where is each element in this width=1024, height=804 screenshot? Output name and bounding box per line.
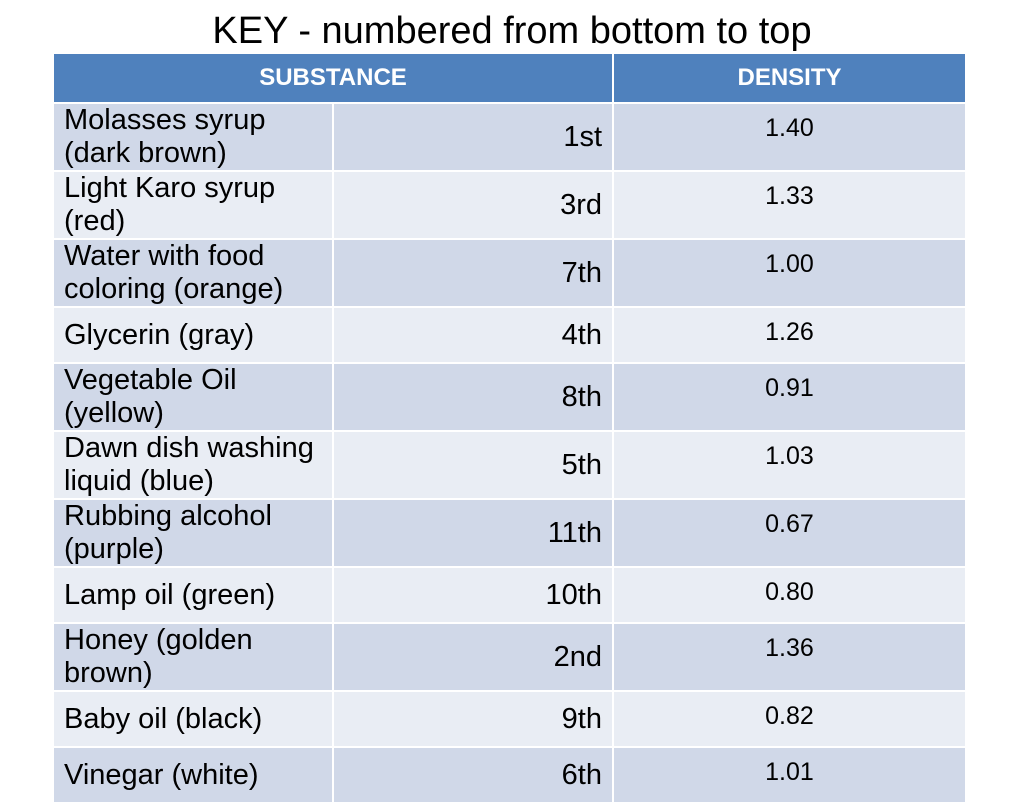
table-row: Molasses syrup (dark brown) 1st 1.40 <box>52 102 967 172</box>
order-cell: 11th <box>332 498 614 568</box>
substance-cell: Vinegar (white) <box>52 746 334 804</box>
density-cell: 1.33 <box>612 170 967 240</box>
order-cell: 2nd <box>332 622 614 692</box>
table-row: Lamp oil (green) 10th 0.80 <box>52 566 967 624</box>
order-cell: 6th <box>332 746 614 804</box>
table-row: Light Karo syrup (red) 3rd 1.33 <box>52 170 967 240</box>
order-cell: 4th <box>332 306 614 364</box>
density-cell: 1.40 <box>612 102 967 172</box>
order-cell: 5th <box>332 430 614 500</box>
table-row: Honey (golden brown) 2nd 1.36 <box>52 622 967 692</box>
header-substance: SUBSTANCE <box>52 52 614 104</box>
substance-cell: Light Karo syrup (red) <box>52 170 334 240</box>
density-cell: 0.91 <box>612 362 967 432</box>
density-cell: 0.67 <box>612 498 967 568</box>
order-cell: 9th <box>332 690 614 748</box>
header-density: DENSITY <box>612 52 967 104</box>
order-cell: 3rd <box>332 170 614 240</box>
substance-cell: Rubbing alcohol (purple) <box>52 498 334 568</box>
order-cell: 8th <box>332 362 614 432</box>
table-row: Rubbing alcohol (purple) 11th 0.67 <box>52 498 967 568</box>
substance-cell: Dawn dish washing liquid (blue) <box>52 430 334 500</box>
density-cell: 0.80 <box>612 566 967 624</box>
density-cell: 0.82 <box>612 690 967 748</box>
substance-cell: Molasses syrup (dark brown) <box>52 102 334 172</box>
table-header-row: SUBSTANCE DENSITY <box>52 52 967 104</box>
substance-cell: Honey (golden brown) <box>52 622 334 692</box>
density-cell: 1.36 <box>612 622 967 692</box>
density-cell: 1.03 <box>612 430 967 500</box>
order-cell: 10th <box>332 566 614 624</box>
table-row: Vinegar (white) 6th 1.01 <box>52 746 967 804</box>
density-cell: 1.26 <box>612 306 967 364</box>
substance-cell: Baby oil (black) <box>52 690 334 748</box>
table-row: Vegetable Oil (yellow) 8th 0.91 <box>52 362 967 432</box>
substance-cell: Vegetable Oil (yellow) <box>52 362 334 432</box>
substance-cell: Water with food coloring (orange) <box>52 238 334 308</box>
density-cell: 1.01 <box>612 746 967 804</box>
table-row: Dawn dish washing liquid (blue) 5th 1.03 <box>52 430 967 500</box>
substance-cell: Lamp oil (green) <box>52 566 334 624</box>
table-body: Molasses syrup (dark brown) 1st 1.40 Lig… <box>52 102 967 804</box>
table-row: Water with food coloring (orange) 7th 1.… <box>52 238 967 308</box>
density-cell: 1.00 <box>612 238 967 308</box>
table-row: Baby oil (black) 9th 0.82 <box>52 690 967 748</box>
page-title: KEY - numbered from bottom to top <box>212 10 812 52</box>
order-cell: 7th <box>332 238 614 308</box>
substance-density-table: SUBSTANCE DENSITY Molasses syrup (dark b… <box>52 52 967 804</box>
substance-cell: Glycerin (gray) <box>52 306 334 364</box>
table-row: Glycerin (gray) 4th 1.26 <box>52 306 967 364</box>
order-cell: 1st <box>332 102 614 172</box>
